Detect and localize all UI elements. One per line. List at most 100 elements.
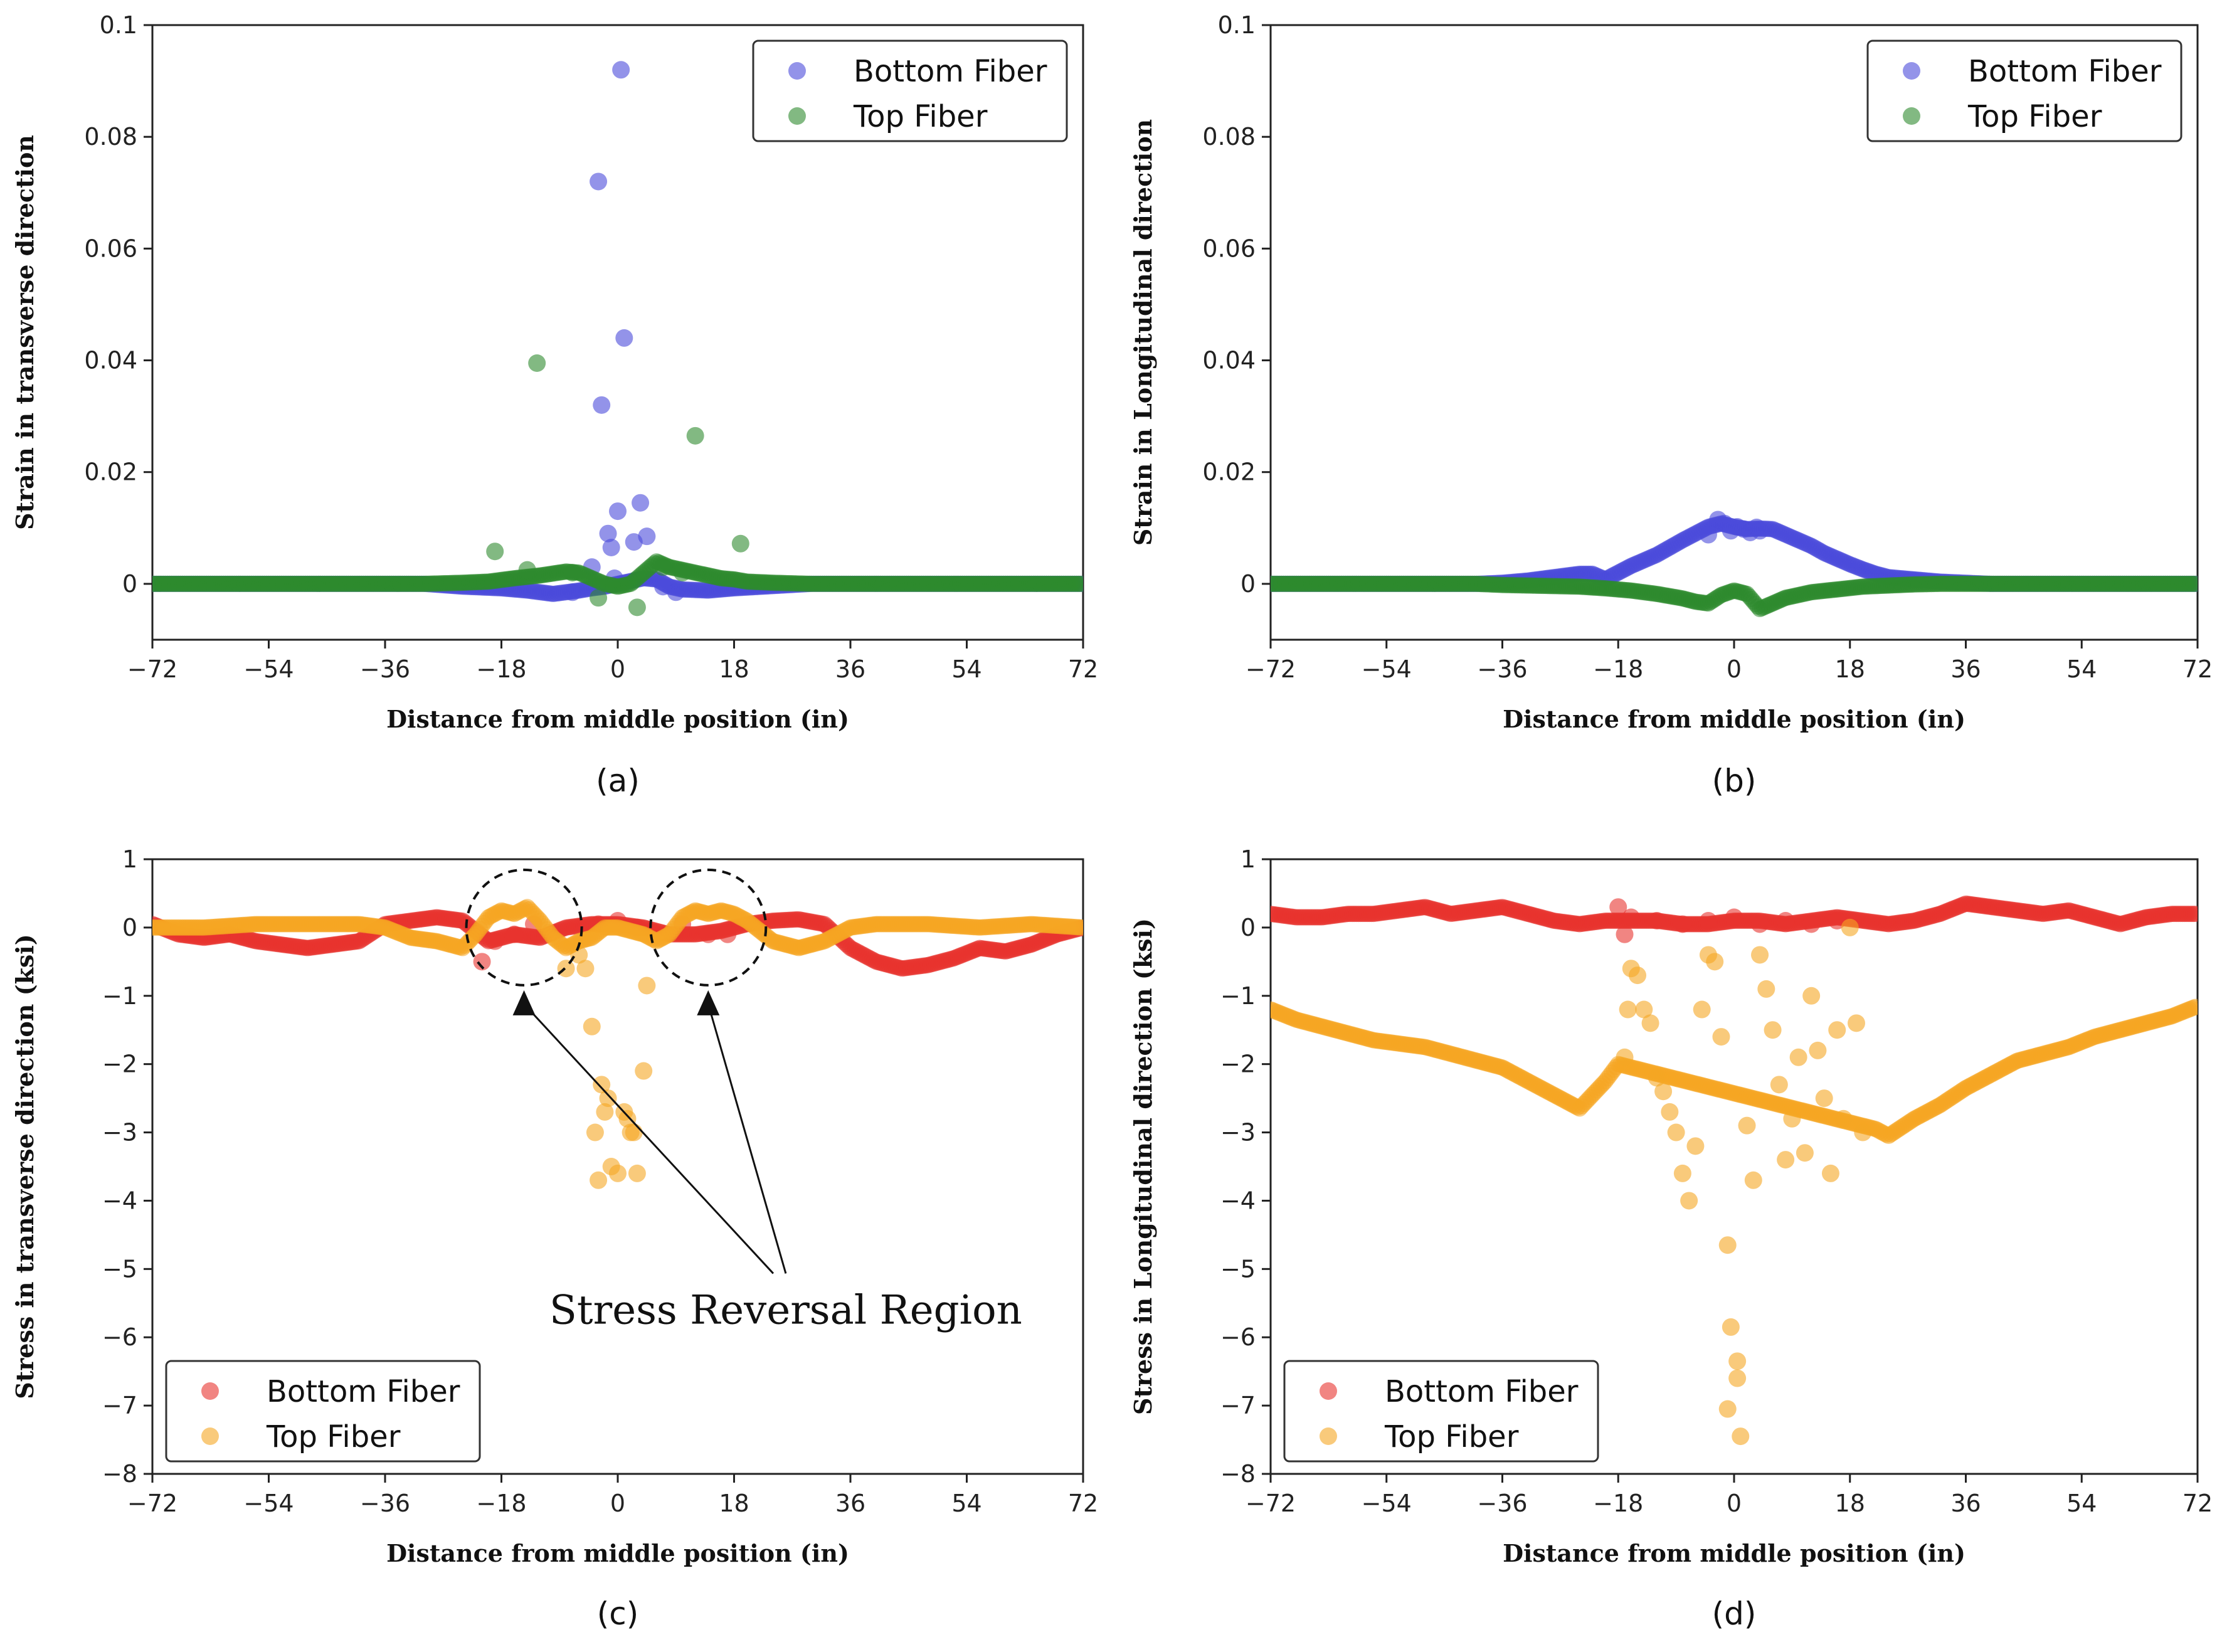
x-axis-label: Distance from middle position (in) bbox=[386, 705, 849, 733]
data-point bbox=[1712, 1028, 1730, 1046]
data-point bbox=[1744, 1171, 1762, 1189]
x-tick-label: −72 bbox=[127, 1490, 177, 1517]
data-point bbox=[1635, 1000, 1653, 1019]
data-point bbox=[1641, 1014, 1659, 1032]
x-tick-label: −72 bbox=[1246, 655, 1296, 683]
x-tick-label: 54 bbox=[951, 655, 981, 683]
data-point bbox=[1629, 966, 1647, 985]
data-point bbox=[1728, 1352, 1747, 1370]
y-tick-label: 0 bbox=[122, 914, 137, 941]
plot-area bbox=[152, 61, 1083, 617]
series-top-fiber bbox=[152, 354, 1083, 617]
data-point bbox=[583, 1017, 601, 1035]
y-tick-label: −5 bbox=[1220, 1255, 1256, 1283]
data-point bbox=[1848, 1014, 1866, 1032]
data-point bbox=[1796, 1144, 1814, 1162]
data-point bbox=[473, 953, 491, 971]
y-tick-label: −3 bbox=[102, 1119, 137, 1146]
legend-marker bbox=[1903, 107, 1920, 125]
y-tick-label: 0.04 bbox=[84, 347, 137, 374]
data-point bbox=[557, 960, 575, 978]
data-point bbox=[635, 1062, 653, 1080]
data-point bbox=[1680, 1192, 1698, 1210]
data-point bbox=[1777, 912, 1795, 929]
legend-label: Bottom Fiber bbox=[854, 54, 1047, 89]
legend: Bottom Fiber Top Fiber bbox=[752, 40, 1068, 142]
x-tick-label: 72 bbox=[2182, 1490, 2213, 1517]
plot-area bbox=[152, 899, 1083, 1189]
y-tick-label: 0 bbox=[1241, 914, 1256, 941]
x-tick-label: 36 bbox=[835, 655, 865, 683]
data-point bbox=[1783, 1109, 1801, 1128]
y-tick-label: 0 bbox=[1241, 570, 1256, 598]
y-tick-label: −3 bbox=[1220, 1119, 1256, 1146]
data-point bbox=[632, 494, 650, 512]
curve-point bbox=[2187, 575, 2198, 592]
legend-label: Bottom Fiber bbox=[1385, 1374, 1579, 1409]
data-point bbox=[1828, 912, 1846, 929]
y-tick-label: 0 bbox=[122, 570, 137, 598]
data-point bbox=[1673, 1164, 1691, 1182]
x-tick-label: −36 bbox=[360, 1490, 410, 1517]
x-tick-label: 72 bbox=[2182, 655, 2213, 683]
y-tick-label: −5 bbox=[102, 1255, 137, 1283]
x-tick-label: −54 bbox=[243, 655, 294, 683]
y-tick-label: 0.08 bbox=[1202, 123, 1256, 151]
data-point bbox=[1732, 1427, 1750, 1446]
x-tick-label: 72 bbox=[1068, 1490, 1098, 1517]
panel-caption: (c) bbox=[597, 1596, 639, 1632]
y-tick-label: −4 bbox=[102, 1187, 137, 1214]
data-point bbox=[518, 561, 536, 579]
data-point bbox=[1738, 1116, 1756, 1135]
x-tick-label: 18 bbox=[1835, 1490, 1865, 1517]
data-point bbox=[719, 925, 737, 943]
data-point bbox=[570, 946, 588, 964]
reversal-circle bbox=[465, 868, 583, 987]
legend-label: Top Fiber bbox=[853, 99, 988, 134]
data-point bbox=[1854, 1123, 1872, 1141]
y-tick-label: −7 bbox=[102, 1392, 137, 1419]
y-tick-label: 0.1 bbox=[1218, 11, 1256, 39]
data-point bbox=[590, 1171, 608, 1189]
data-point bbox=[1802, 987, 1821, 1005]
plot-area bbox=[1271, 511, 2198, 617]
curve-point bbox=[2187, 998, 2198, 1015]
data-point bbox=[1673, 915, 1691, 933]
data-point bbox=[590, 172, 608, 191]
legend-label: Bottom Fiber bbox=[1968, 54, 2162, 89]
panel-caption: (a) bbox=[596, 763, 640, 799]
legend: Bottom Fiber Top Fiber bbox=[1866, 40, 2182, 142]
data-point bbox=[486, 543, 504, 561]
y-axis-label: Stress in Longitudinal direction (ksi) bbox=[1129, 918, 1157, 1415]
data-point bbox=[1654, 1083, 1673, 1101]
x-tick-label: −18 bbox=[1593, 655, 1643, 683]
data-point bbox=[654, 558, 672, 576]
x-axis-label: Distance from middle position (in) bbox=[1503, 1539, 1965, 1567]
data-point bbox=[1728, 1369, 1747, 1387]
x-tick-label: 72 bbox=[1068, 655, 1098, 683]
legend-marker bbox=[788, 107, 806, 125]
y-tick-label: 0.04 bbox=[1202, 347, 1256, 374]
y-tick-label: 0.06 bbox=[84, 235, 137, 262]
legend-label: Top Fiber bbox=[1967, 99, 2102, 134]
x-tick-label: 36 bbox=[1950, 1490, 1981, 1517]
x-tick-label: −18 bbox=[476, 655, 526, 683]
reversal-circle bbox=[649, 868, 768, 987]
legend-frame bbox=[165, 1360, 481, 1463]
x-tick-label: 18 bbox=[719, 655, 749, 683]
x-tick-label: −36 bbox=[360, 655, 410, 683]
y-axis-label: Strain in Longitudinal direction bbox=[1129, 119, 1157, 546]
data-point bbox=[667, 583, 685, 601]
legend-label: Top Fiber bbox=[266, 1419, 401, 1454]
legend-marker bbox=[1320, 1427, 1337, 1445]
data-point bbox=[599, 1089, 617, 1108]
y-tick-label: −2 bbox=[1220, 1051, 1256, 1078]
data-point bbox=[1770, 1076, 1788, 1094]
data-point bbox=[609, 1164, 627, 1182]
data-point bbox=[1686, 1137, 1705, 1155]
curve-point bbox=[2187, 906, 2198, 923]
panel-caption: (d) bbox=[1712, 1596, 1757, 1632]
x-tick-label: −18 bbox=[1593, 1490, 1643, 1517]
data-point bbox=[1722, 1318, 1740, 1336]
